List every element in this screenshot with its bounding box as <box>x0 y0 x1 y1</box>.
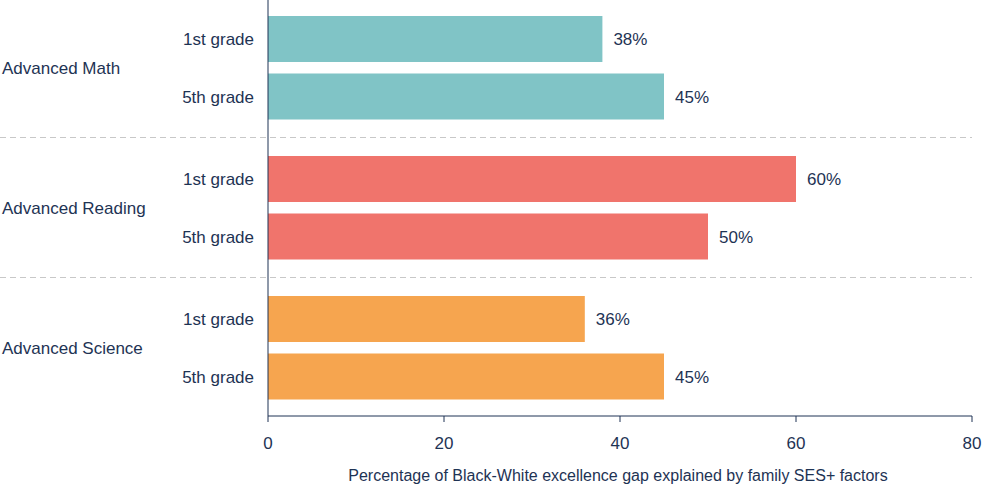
bar <box>268 354 664 400</box>
category-label: 1st grade <box>183 310 254 329</box>
data-label: 60% <box>807 170 841 189</box>
x-tick <box>972 416 973 422</box>
chart-root: Advanced Math 1st grade 38% 5th grade 45% Adv… <box>0 0 983 487</box>
group-separator <box>0 277 972 278</box>
bar <box>268 214 708 260</box>
group-label: Advanced Math <box>2 59 120 78</box>
group-separator <box>0 137 972 138</box>
data-label: 38% <box>613 30 647 49</box>
x-tick <box>444 416 445 422</box>
x-tick <box>796 416 797 422</box>
group-label: Advanced Reading <box>2 199 146 218</box>
data-label: 50% <box>719 228 753 247</box>
x-tick <box>268 416 269 422</box>
group-label: Advanced Science <box>2 339 143 358</box>
bar <box>268 296 585 342</box>
x-tick <box>620 416 621 422</box>
category-label: 5th grade <box>182 228 254 247</box>
category-label: 1st grade <box>183 170 254 189</box>
data-label: 45% <box>675 88 709 107</box>
bar <box>268 156 796 202</box>
bar <box>268 16 602 62</box>
chart-svg: Advanced Math 1st grade 38% 5th grade 45% Adv… <box>0 0 983 487</box>
category-label: 1st grade <box>183 30 254 49</box>
x-tick-label: 40 <box>611 434 630 453</box>
category-label: 5th grade <box>182 368 254 387</box>
x-axis-title: Percentage of Black-White excellence gap… <box>348 467 887 484</box>
labels: Advanced Math 1st grade 38% 5th grade 45% Adv… <box>2 30 841 387</box>
bar <box>268 74 664 120</box>
x-tick-label: 0 <box>263 434 272 453</box>
x-tick-label: 80 <box>963 434 982 453</box>
data-label: 36% <box>596 310 630 329</box>
y-axis-line <box>268 0 269 416</box>
bars <box>268 16 796 400</box>
x-tick-label: 20 <box>435 434 454 453</box>
x-tick-label: 60 <box>787 434 806 453</box>
category-label: 5th grade <box>182 88 254 107</box>
data-label: 45% <box>675 368 709 387</box>
